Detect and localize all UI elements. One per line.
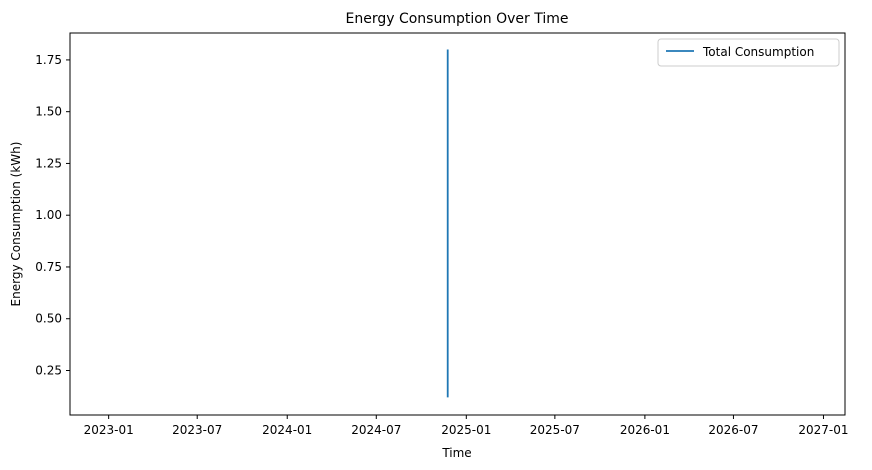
x-tick-label: 2025-01 <box>441 423 491 437</box>
x-axis-ticks: 2023-01 2023-07 2024-01 2024-07 2025-01 2025-… <box>84 415 849 437</box>
plot-frame <box>69 32 846 416</box>
y-tick-label: 0.75 <box>35 260 62 274</box>
y-axis-label: Energy Consumption (kWh) <box>9 142 23 307</box>
y-tick-label: 0.25 <box>35 363 62 377</box>
x-tick-label: 2026-07 <box>708 423 758 437</box>
y-tick-label: 1.00 <box>35 208 62 222</box>
x-tick-label: 2024-01 <box>262 423 312 437</box>
y-tick-label: 0.50 <box>35 312 62 326</box>
y-tick-label: 1.75 <box>35 53 62 67</box>
plot-area: 2023-01 2023-07 2024-01 2024-07 2025-01 2025-… <box>35 32 849 437</box>
x-tick-label: 2026-01 <box>620 423 670 437</box>
x-tick-label: 2023-01 <box>84 423 134 437</box>
legend-box <box>657 38 840 67</box>
legend-label-total-consumption: Total Consumption <box>702 45 814 59</box>
chart-title: Energy Consumption Over Time <box>345 11 568 27</box>
x-tick-label: 2023-07 <box>172 423 222 437</box>
x-tick-label: 2024-07 <box>351 423 401 437</box>
y-tick-label: 1.50 <box>35 105 62 119</box>
x-axis-label: Time <box>441 446 471 460</box>
legend: Total Consumption <box>657 38 840 67</box>
x-tick-label: 2027-01 <box>798 423 848 437</box>
x-tick-label: 2025-07 <box>530 423 580 437</box>
y-axis-ticks: 0.25 0.50 0.75 1.00 1.25 1.50 1.75 <box>35 53 70 377</box>
y-tick-label: 1.25 <box>35 156 62 170</box>
